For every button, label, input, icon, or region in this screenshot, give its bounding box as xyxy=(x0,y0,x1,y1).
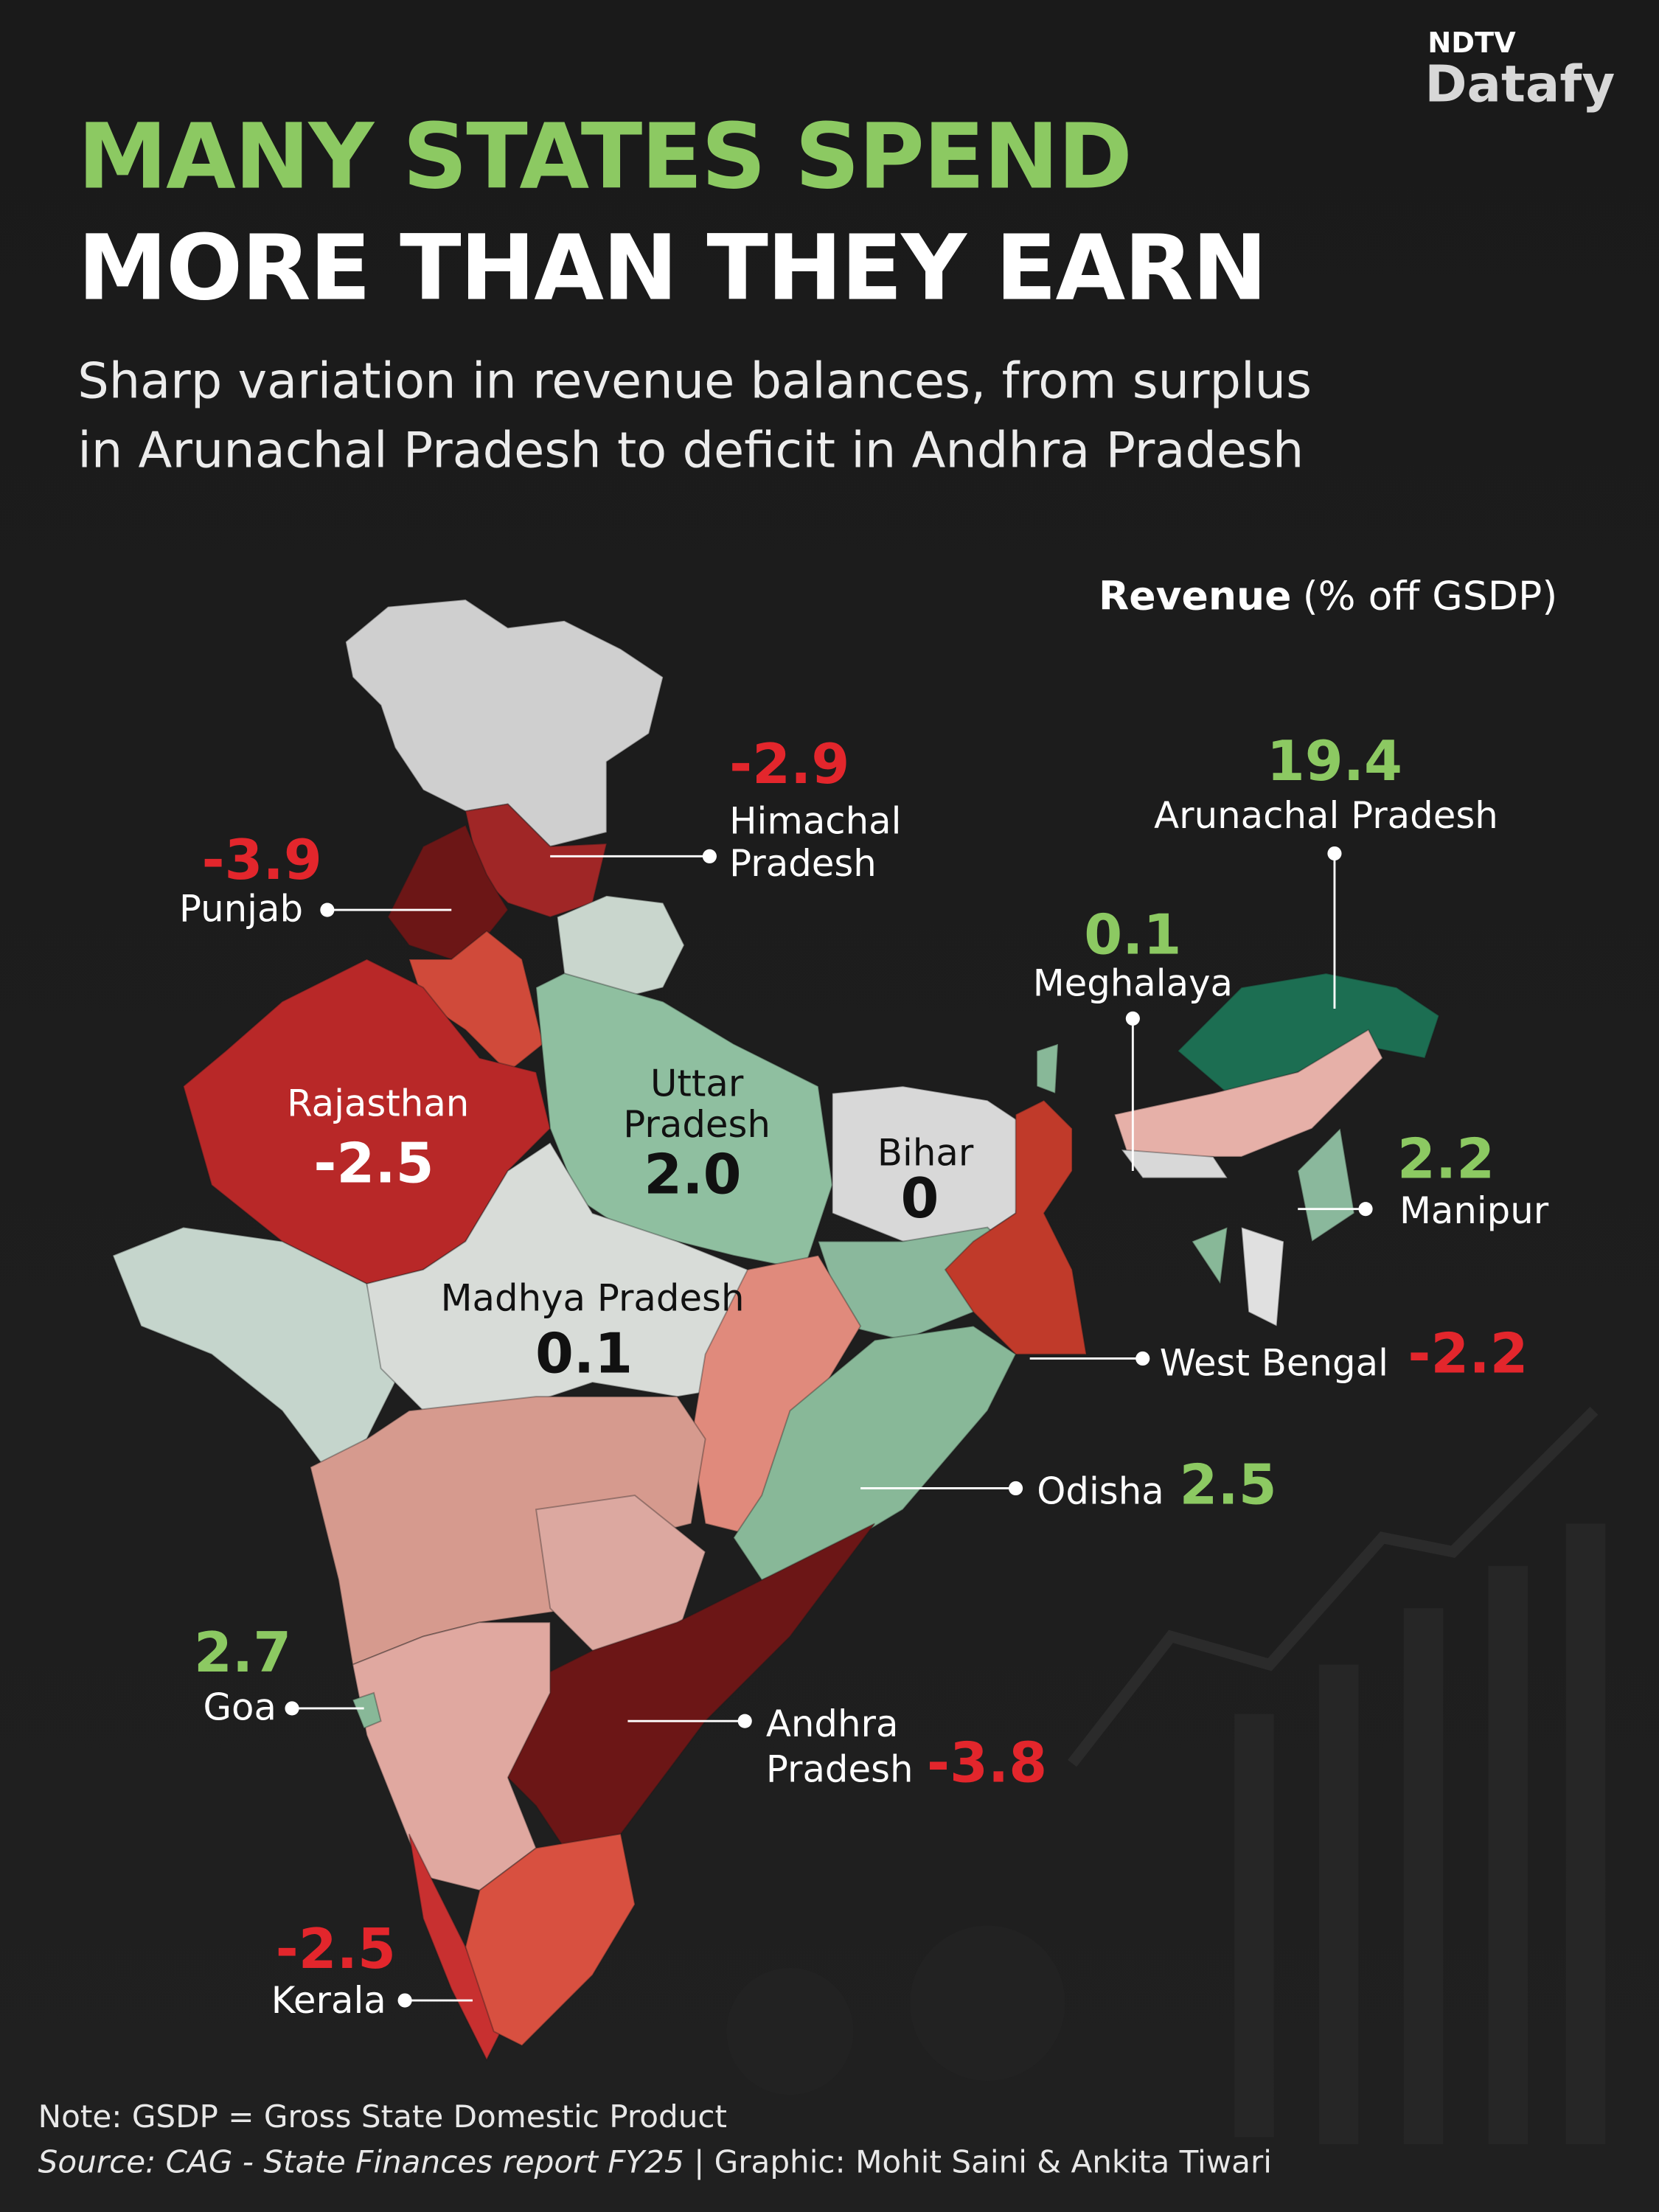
state-value: -3.8 xyxy=(927,1731,1047,1795)
state-value: 2.0 xyxy=(644,1143,741,1207)
state-name: Madhya Pradesh xyxy=(441,1276,745,1319)
leader-lines xyxy=(285,846,1373,2008)
state-value: 0.1 xyxy=(1084,902,1181,967)
state-value: 0 xyxy=(900,1166,939,1231)
state-value: 0.1 xyxy=(535,1322,633,1386)
state-value: -2.2 xyxy=(1408,1322,1528,1386)
state-name: Pradesh xyxy=(729,842,877,885)
logo-product: Datafy xyxy=(1425,55,1615,114)
logo-brand: NDTV xyxy=(1427,27,1516,60)
state-name: Himachal xyxy=(729,800,901,843)
state-value: 2.7 xyxy=(194,1621,291,1685)
state-name: Andhra xyxy=(766,1703,899,1745)
state-name: Pradesh xyxy=(623,1103,771,1146)
legend: Revenue (% off GSDP) xyxy=(1099,573,1557,619)
footer-source-line: Source: CAG - State Finances report FY25… xyxy=(38,2143,1272,2180)
title-line: MANY STATES SPEND xyxy=(77,103,1131,209)
state-name: Manipur xyxy=(1399,1189,1549,1232)
state-name: West Bengal xyxy=(1160,1341,1388,1384)
state-name: Goa xyxy=(204,1686,276,1728)
state-value: 19.4 xyxy=(1267,729,1402,793)
footer-source: Source: CAG - State Finances report FY25 xyxy=(38,2143,684,2180)
state-name: Uttar xyxy=(650,1062,744,1105)
state-name: Rajasthan xyxy=(287,1082,469,1124)
state-value: -2.5 xyxy=(276,1917,396,1981)
india-map xyxy=(111,599,1440,2062)
state-name: Bihar xyxy=(877,1131,974,1174)
state-name: Arunachal Pradesh xyxy=(1154,794,1498,837)
state-name: Meghalaya xyxy=(1033,962,1233,1005)
state-name: Kerala xyxy=(271,1979,386,2022)
title-line: MORE THAN THEY EARN xyxy=(77,215,1266,321)
state-value: -2.9 xyxy=(729,732,849,796)
state-value: -2.5 xyxy=(313,1131,434,1195)
state-name: Odisha xyxy=(1037,1470,1164,1513)
legend-label: Revenue xyxy=(1099,573,1291,619)
state-labels: -2.9 Himachal Pradesh -3.9 Punjab Rajast… xyxy=(179,729,1549,2022)
state-value: 2.5 xyxy=(1179,1453,1276,1517)
state-name: Pradesh xyxy=(766,1747,914,1790)
state-name: Punjab xyxy=(179,887,303,930)
legend-unit: (% off GSDP) xyxy=(1303,573,1557,619)
state-value: -3.9 xyxy=(202,828,322,892)
state-value: 2.2 xyxy=(1397,1127,1495,1192)
subtitle-line: Sharp variation in revenue balances, fro… xyxy=(77,352,1312,410)
footer-credit: | Graphic: Mohit Saini & Ankita Tiwari xyxy=(684,2143,1272,2180)
background-decoration xyxy=(726,1406,1606,2145)
subtitle-line: in Arunachal Pradesh to deficit in Andhr… xyxy=(77,421,1304,479)
footer-note: Note: GSDP = Gross State Domestic Produc… xyxy=(38,2098,727,2135)
